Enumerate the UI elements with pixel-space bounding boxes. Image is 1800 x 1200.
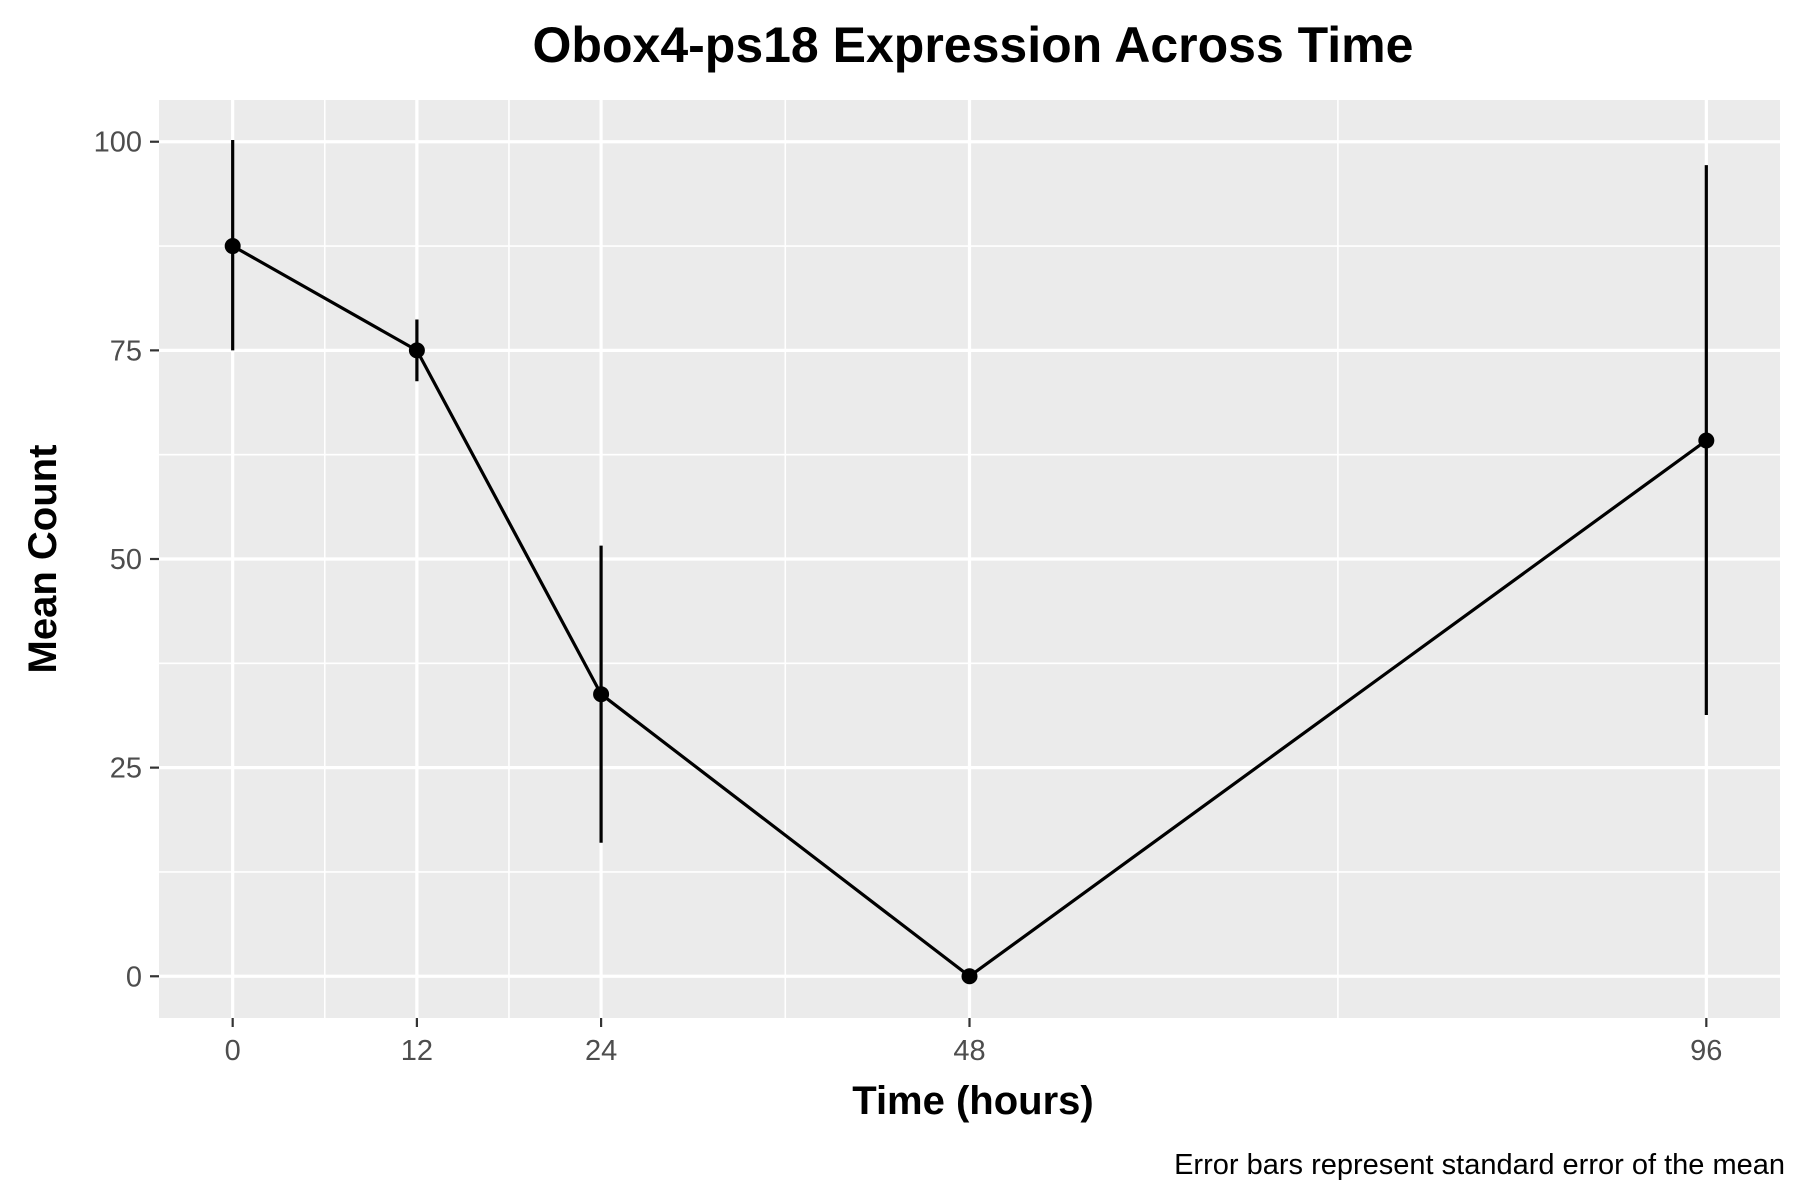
y-axis-title: Mean Count — [21, 445, 65, 674]
y-tick-label: 25 — [110, 753, 142, 785]
data-point — [593, 686, 610, 703]
x-tick-label: 0 — [225, 1035, 241, 1067]
data-point — [1698, 432, 1715, 449]
x-tick-label: 24 — [585, 1035, 617, 1067]
major-grid-lines — [159, 100, 1780, 1018]
x-axis-title: Time (hours) — [852, 1079, 1094, 1123]
data-point — [961, 968, 978, 985]
x-axis-ticks: 0 12 24 48 96 — [225, 1018, 1722, 1067]
x-tick-label: 12 — [401, 1035, 433, 1067]
y-tick-label: 50 — [110, 544, 142, 576]
data-point — [224, 238, 241, 255]
y-tick-label: 0 — [126, 961, 142, 993]
y-axis-ticks: 0 25 50 75 100 — [94, 127, 159, 993]
chart-caption: Error bars represent standard error of t… — [1174, 1149, 1785, 1181]
data-points — [224, 238, 1715, 985]
x-tick-label: 96 — [1690, 1035, 1722, 1067]
data-point — [408, 342, 425, 359]
y-tick-label: 100 — [94, 127, 142, 159]
chart-title: Obox4-ps18 Expression Across Time — [533, 17, 1414, 73]
x-tick-label: 48 — [953, 1035, 985, 1067]
y-tick-label: 75 — [110, 335, 142, 367]
